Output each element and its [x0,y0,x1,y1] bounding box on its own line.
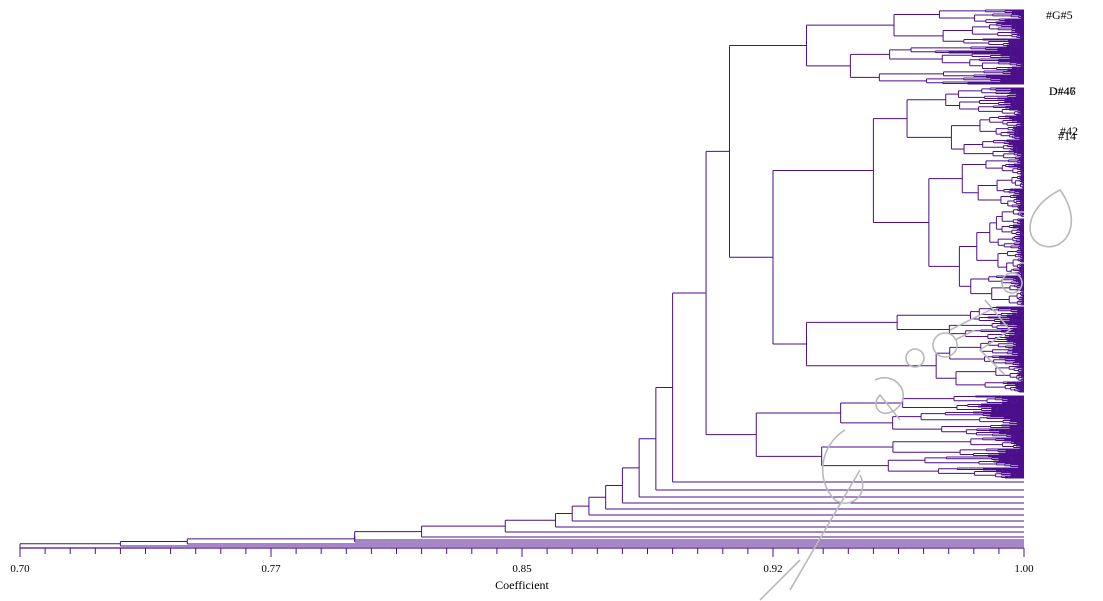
dendrogram-branches [19,9,1024,549]
x-axis: 0.70 0.77 0.85 0.92 1.00 Coefficient [10,547,1034,592]
leaf-labels: #G#5 D#47D#46 #42#14 [1046,8,1078,143]
watermark [759,188,1073,601]
leaf-label: D#46 [1049,84,1076,98]
leaf-label: #42 [1060,124,1078,138]
x-tick-label: 0.77 [261,563,281,575]
x-tick-label: 0.70 [10,563,30,575]
leaf-label: #14 [1058,129,1076,143]
x-tick-label: 0.92 [763,563,782,575]
leaf-label: D#47 [1049,84,1076,98]
x-axis-title: Coefficient [495,578,549,592]
x-tick-label: 1.00 [1014,563,1034,575]
x-axis-tick-labels: 0.70 0.77 0.85 0.92 1.00 [10,563,1034,575]
x-axis-ticks [19,548,1025,557]
x-tick-label: 0.85 [512,563,532,575]
leaf-label: #G#5 [1046,8,1073,22]
